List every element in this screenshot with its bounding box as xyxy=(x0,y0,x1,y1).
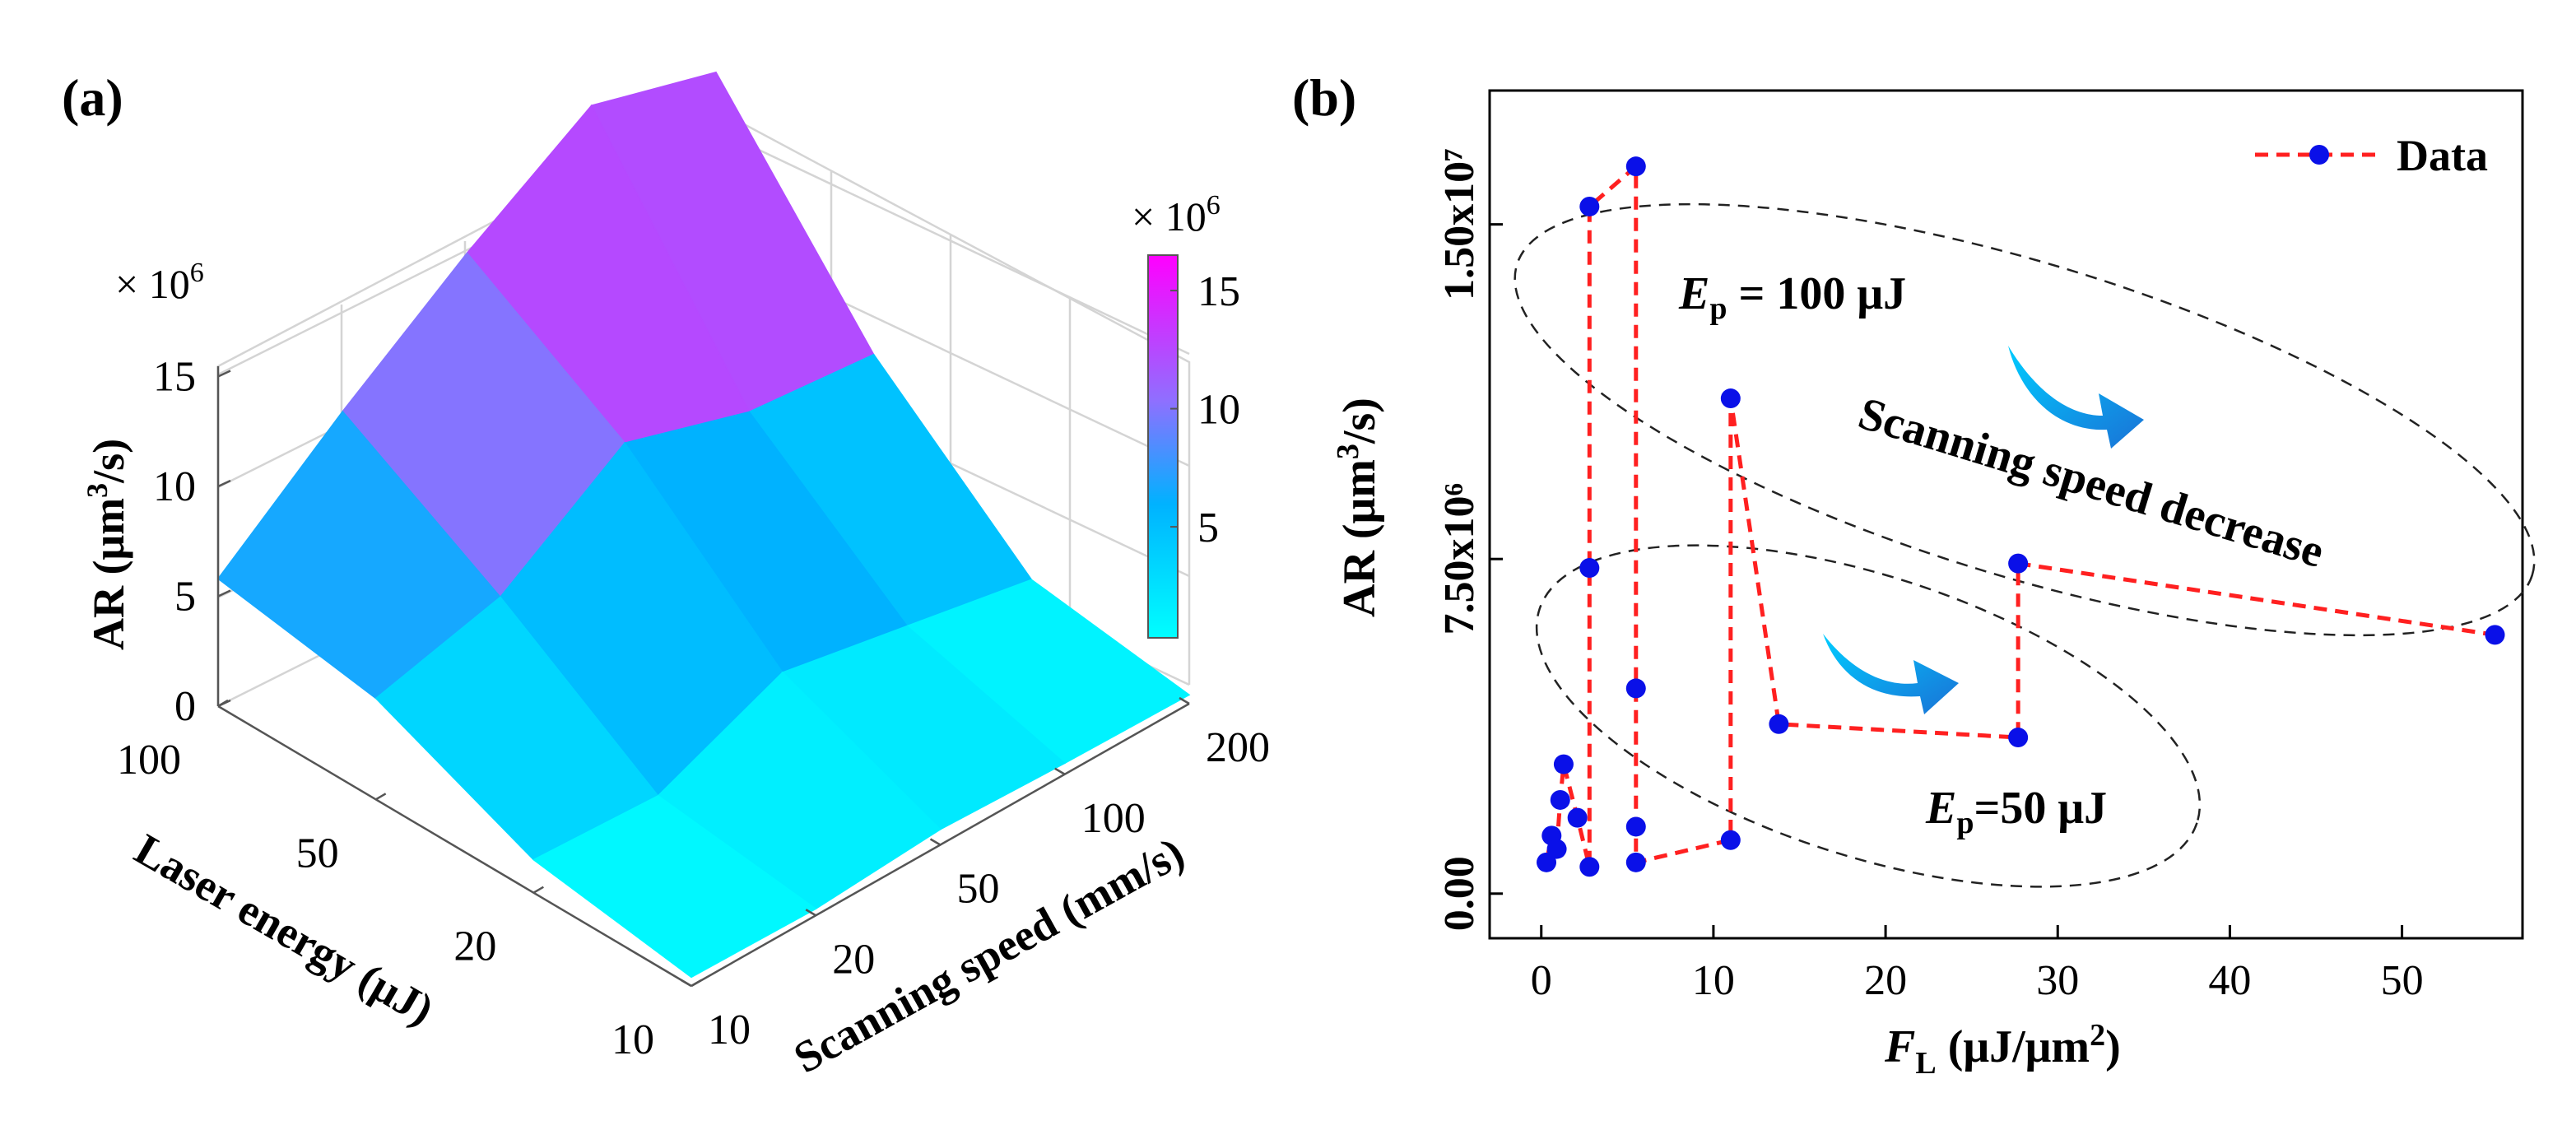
legend-label: Data xyxy=(2397,131,2488,180)
laser-energy-tick-mark xyxy=(532,886,544,894)
scanning-speed-tick-label: 50 xyxy=(957,866,1000,913)
trend-arrow-lower xyxy=(1823,634,1959,714)
data-point-3 xyxy=(1550,789,1570,810)
data-point-9 xyxy=(1625,156,1646,177)
colorbar-tick-label: 5 xyxy=(1197,505,1219,551)
z-tick-label: 0 xyxy=(174,683,196,730)
data-point-16 xyxy=(2008,728,2029,748)
data-point-14 xyxy=(1720,388,1741,409)
colorbar: 5 10 15 × 106 xyxy=(1132,190,1240,639)
scanning-speed-tick-label: 10 xyxy=(708,1007,751,1053)
z-axis-label: AR (μm3/s) xyxy=(81,439,133,650)
x-tick-label: 50 xyxy=(2381,957,2424,1004)
z-axis-multiplier: × 106 xyxy=(115,258,204,307)
data-point-10 xyxy=(1625,678,1646,699)
legend-marker xyxy=(2309,145,2329,165)
ar-surface xyxy=(216,71,1191,979)
y-tick-label: 7.50x10⁶ xyxy=(1436,483,1483,635)
laser-energy-tick-label: 100 xyxy=(117,737,181,784)
z-tick-mark xyxy=(217,370,231,378)
data-point-18 xyxy=(2485,625,2505,645)
laser-energy-tick-mark xyxy=(690,979,702,988)
data-point-15 xyxy=(1769,714,1789,734)
data-point-5 xyxy=(1567,807,1588,828)
scanning-speed-tick-mark xyxy=(681,979,692,988)
panel-a-label: (a) xyxy=(62,68,123,127)
laser-energy-tick-label: 10 xyxy=(611,1016,654,1063)
z-tick-label: 10 xyxy=(153,463,196,510)
ep50-ellipse xyxy=(1535,544,2202,888)
colorbar-gradient xyxy=(1147,254,1179,639)
x-tick-label: 20 xyxy=(1864,957,1907,1004)
panel-a-ticks: 0 5 10 15 100 50 20 10 10 20 50 100 200 xyxy=(117,354,1270,1064)
z-tick-label: 5 xyxy=(174,574,196,621)
data-point-7 xyxy=(1579,558,1600,579)
legend: Data xyxy=(2255,131,2488,180)
colorbar-tick-label: 10 xyxy=(1197,387,1240,434)
scanning-speed-tick-mark xyxy=(929,838,942,846)
data-point-8 xyxy=(1579,196,1600,216)
panel-b-label: (b) xyxy=(1292,68,1356,127)
panel-a-3d-surface: (a) xyxy=(62,68,1270,1082)
laser-energy-tick-mark xyxy=(375,793,387,801)
panel-b-scatter-line: (b) 0 10 20 30 40 50 0.00 7.50x10⁶ 1.50x10⁷ Ep =… xyxy=(1292,68,2536,1081)
panel-b-ticks: 0 10 20 30 40 50 0.00 7.50x10⁶ 1.50x10⁷ xyxy=(1436,148,2424,1004)
trend-arrow-upper xyxy=(2008,346,2144,449)
scanning-speed-tick-label: 200 xyxy=(1206,724,1270,771)
y-tick-label: 1.50x10⁷ xyxy=(1436,148,1483,300)
colorbar-multiplier: × 106 xyxy=(1132,190,1221,239)
data-point-13 xyxy=(1720,830,1741,850)
scanning-speed-tick-label: 20 xyxy=(832,936,875,983)
data-point-12 xyxy=(1625,852,1646,872)
x-tick-label: 10 xyxy=(1692,957,1735,1004)
data-series xyxy=(1537,156,2505,877)
laser-energy-tick-mark xyxy=(217,699,229,708)
data-point-0 xyxy=(1537,852,1557,872)
data-point-2 xyxy=(1546,839,1567,859)
z-tick-mark xyxy=(217,479,231,488)
scanning-speed-tick-label: 100 xyxy=(1081,795,1146,842)
x-tick-label: 40 xyxy=(2208,957,2251,1004)
scanning-speed-tick-mark xyxy=(1054,767,1066,775)
data-point-6 xyxy=(1579,857,1600,877)
data-point-11 xyxy=(1625,816,1646,837)
x-tick-label: 30 xyxy=(2036,957,2079,1004)
data-point-4 xyxy=(1553,754,1574,774)
z-tick-label: 15 xyxy=(153,354,196,401)
ep100-ellipse xyxy=(1514,202,2536,637)
plot-frame xyxy=(1488,89,2524,940)
scanning-speed-tick-mark xyxy=(1179,696,1190,705)
x-tick-label: 0 xyxy=(1531,957,1552,1004)
z-tick-mark xyxy=(217,589,231,598)
data-point-17 xyxy=(2008,553,2029,574)
colorbar-tick-label: 15 xyxy=(1197,268,1240,315)
colorbar-ticks: 5 10 15 xyxy=(1170,268,1240,551)
laser-energy-tick-label: 20 xyxy=(453,923,496,970)
laser-energy-tick-label: 50 xyxy=(296,830,339,877)
ep50-annotation: Ep=50 μJ xyxy=(1925,783,2107,840)
x-axis-label: FL (μJ/μm2) xyxy=(1884,1018,2121,1081)
surface-cell-2-0 xyxy=(532,795,817,979)
laser-energy-axis-label: Laser energy (μJ) xyxy=(127,824,442,1035)
y-axis-label: AR (μm3/s) xyxy=(1331,398,1385,617)
ep100-annotation: Ep = 100 μJ xyxy=(1678,268,1906,326)
y-tick-label: 0.00 xyxy=(1436,856,1483,931)
scanning-speed-tick-mark xyxy=(805,909,816,917)
